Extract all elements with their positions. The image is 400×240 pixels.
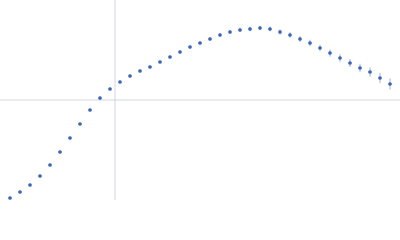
- data-point: [258, 26, 262, 30]
- data-point: [58, 150, 62, 154]
- chart: [0, 0, 400, 200]
- data-point: [368, 70, 372, 74]
- data-point: [78, 122, 82, 126]
- data-point: [8, 196, 12, 200]
- data-point: [128, 74, 132, 78]
- page: (() => { const data = JSON.parse(documen…: [0, 0, 400, 200]
- data-point: [208, 37, 212, 41]
- data-point: [268, 27, 272, 31]
- data-point: [278, 30, 282, 34]
- data-point: [248, 27, 252, 31]
- data-point: [168, 55, 172, 59]
- data-point: [88, 108, 92, 112]
- data-point: [388, 82, 392, 86]
- data-point: [198, 41, 202, 45]
- data-point: [108, 87, 112, 91]
- data-point: [148, 65, 152, 69]
- data-point: [378, 76, 382, 80]
- data-point: [38, 174, 42, 178]
- data-point: [48, 163, 52, 167]
- data-point: [158, 60, 162, 64]
- data-point: [228, 30, 232, 34]
- data-point: [298, 37, 302, 41]
- data-point: [308, 41, 312, 45]
- data-point: [318, 46, 322, 50]
- data-point: [338, 56, 342, 60]
- data-point: [328, 51, 332, 55]
- data-point: [238, 28, 242, 32]
- data-point: [178, 50, 182, 54]
- data-point: [118, 80, 122, 84]
- data-point: [288, 33, 292, 37]
- data-point: [138, 69, 142, 73]
- data-point: [28, 183, 32, 187]
- data-point: [358, 66, 362, 70]
- data-point: [18, 190, 22, 194]
- data-point: [68, 136, 72, 140]
- data-point: [218, 33, 222, 37]
- data-point: [98, 96, 102, 100]
- data-point: [188, 45, 192, 49]
- data-point: [348, 61, 352, 65]
